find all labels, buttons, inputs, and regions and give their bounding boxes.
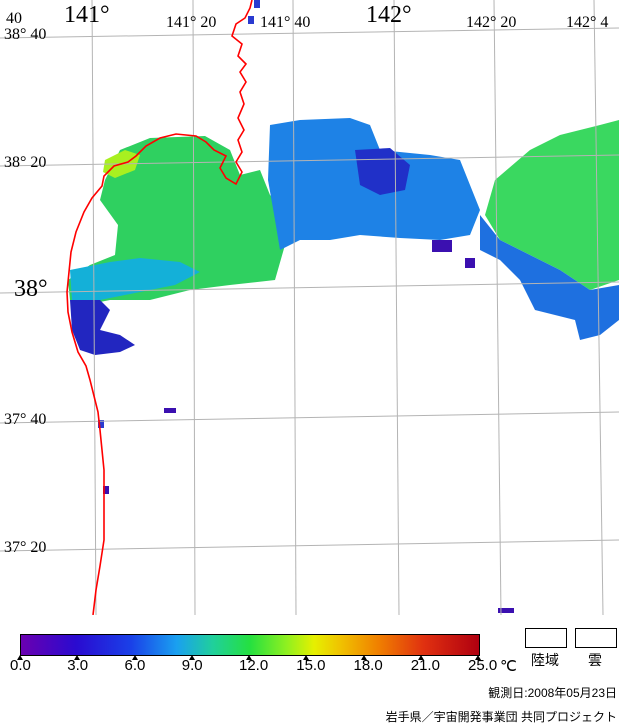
meridian-line: [593, 0, 604, 615]
colorbar-tick-label: 12.0: [239, 657, 269, 674]
sst-speck: [465, 258, 475, 268]
colorbar-tick: [417, 655, 424, 660]
lat-label: 37° 40: [4, 411, 47, 428]
colorbar-tick: [475, 655, 481, 660]
meridian-line: [192, 0, 196, 615]
coast-speck: [254, 0, 260, 8]
parallel-line: [0, 281, 619, 294]
colorbar-unit: ℃: [500, 658, 517, 675]
credit-line: 岩手県／宇宙開発事業団 共同プロジェクト: [385, 710, 617, 724]
lon-label: 141° 20: [166, 14, 217, 31]
parallel-line: [0, 27, 619, 39]
colorbar-tick-label: 3.0: [67, 657, 89, 674]
observation-date: 観測日:2008年05月23日: [488, 686, 617, 700]
sst-speck: [103, 486, 109, 494]
sst-map: [0, 0, 619, 615]
sst-east-green: [485, 120, 619, 290]
lon-label: 141° 40: [260, 14, 311, 31]
meridian-line: [493, 0, 502, 615]
land-legend-label: 陸域: [531, 652, 559, 668]
lon-label: 141°: [64, 2, 110, 28]
cloud-legend-label: 雲: [588, 652, 602, 668]
sst-cool-bay-south: [70, 258, 200, 300]
colorbar-tick-label: 25.0: [468, 657, 498, 674]
coast-speck: [248, 16, 254, 24]
cloud-swatch: [575, 628, 617, 648]
parallel-line: [0, 154, 619, 167]
lon-label: 142° 20: [466, 14, 517, 31]
colorbar-tick: [303, 655, 310, 660]
sst-field: [68, 118, 619, 613]
sst-speck: [498, 608, 514, 613]
sst-speck: [164, 408, 176, 413]
colorbar-tick-label: 6.0: [124, 657, 146, 674]
graticule: [0, 0, 619, 615]
lat-label: 38° 20: [4, 154, 47, 171]
colorbar-tick: [360, 655, 367, 660]
meridian-line: [393, 0, 400, 615]
sst-speck: [98, 420, 104, 428]
colorbar-tick-label: 21.0: [410, 657, 440, 674]
colorbar-tick: [17, 655, 23, 660]
colorbar-tick: [131, 655, 138, 660]
lat-label: 37° 20: [4, 539, 47, 556]
colorbar-tick: [188, 655, 195, 660]
sst-speck: [432, 240, 452, 252]
colorbar-tick: [74, 655, 81, 660]
lon-label: 142° 4: [566, 14, 609, 31]
parallel-line: [0, 411, 619, 424]
lat-label: 38° 40: [4, 26, 47, 43]
meridian-line: [292, 0, 297, 615]
lon-label: 142°: [366, 2, 412, 28]
colorbar-tick-label: 9.0: [181, 657, 203, 674]
colorbar-tick: [246, 655, 252, 660]
colorbar-tick-label: 0.0: [10, 657, 31, 674]
sst-sw-dark: [70, 300, 135, 355]
colorbar-tick-label: 18.0: [353, 657, 383, 674]
land-swatch: [525, 628, 567, 648]
sst-east-blue: [480, 215, 619, 340]
lat-label: 38°: [14, 276, 48, 302]
parallel-line: [0, 539, 619, 552]
coastline: [66, 0, 253, 615]
temperature-colorbar: [20, 634, 480, 656]
colorbar-tick-label: 15.0: [296, 657, 326, 674]
lon-label-fragment: 40: [6, 10, 22, 27]
meridian-line: [91, 0, 97, 615]
